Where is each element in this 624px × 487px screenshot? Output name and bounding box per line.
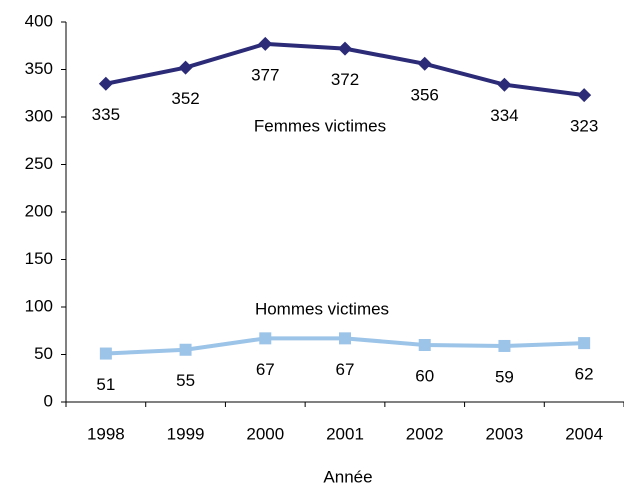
data-label: 334: [490, 106, 518, 125]
x-tick-label: 2001: [326, 424, 364, 443]
x-tick-label: 2004: [565, 424, 603, 443]
series-name: Hommes victimes: [255, 299, 389, 318]
x-tick-label: 1999: [167, 424, 205, 443]
marker: [259, 332, 272, 345]
y-tick-label: 100: [25, 296, 53, 315]
x-tick-label: 2003: [486, 424, 524, 443]
data-label: 352: [171, 89, 199, 108]
y-tick-label: 350: [25, 59, 53, 78]
y-tick-label: 0: [44, 391, 53, 410]
marker: [418, 339, 431, 351]
x-axis-label: Année: [323, 467, 372, 486]
data-label: 372: [331, 70, 359, 89]
series-name: Femmes victimes: [254, 116, 386, 135]
data-label: 51: [96, 375, 115, 394]
x-tick-label: 2000: [246, 424, 284, 443]
y-tick-label: 200: [25, 201, 53, 220]
marker: [338, 41, 352, 56]
data-label: 55: [176, 371, 195, 390]
marker: [99, 347, 112, 360]
x-tick-label: 2002: [406, 424, 444, 443]
marker: [339, 332, 351, 345]
y-tick-label: 300: [25, 106, 53, 125]
marker: [577, 88, 592, 103]
marker: [417, 56, 432, 71]
data-label: 356: [411, 85, 439, 104]
marker: [178, 60, 193, 75]
marker: [497, 77, 512, 92]
data-label: 67: [256, 360, 275, 379]
y-tick-label: 250: [25, 154, 53, 173]
marker: [498, 339, 511, 352]
data-label: 377: [251, 65, 279, 84]
marker: [258, 36, 273, 51]
marker: [578, 337, 591, 350]
data-label: 323: [570, 117, 598, 136]
marker: [179, 343, 192, 356]
marker: [98, 76, 113, 91]
data-label: 60: [415, 366, 434, 385]
data-label: 335: [92, 105, 120, 124]
y-tick-label: 50: [34, 344, 53, 363]
data-label: 59: [495, 367, 514, 386]
y-tick-label: 150: [25, 249, 53, 268]
x-tick-label: 1998: [87, 424, 125, 443]
data-label: 67: [336, 360, 355, 379]
y-tick-label: 400: [25, 11, 53, 30]
data-label: 62: [575, 365, 594, 384]
